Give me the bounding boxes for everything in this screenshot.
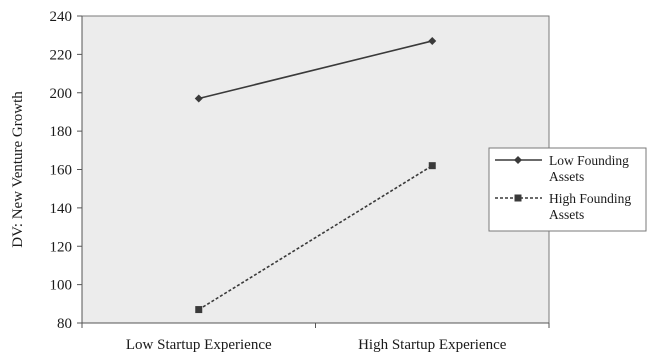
- data-point: [194, 94, 203, 103]
- y-tick-label: 200: [50, 86, 73, 102]
- legend-label: Low Founding Assets: [549, 153, 629, 184]
- y-tick-label: 240: [50, 9, 73, 25]
- series-line: [198, 40, 433, 100]
- x-category-label: Low Startup Experience: [126, 337, 272, 353]
- y-tick-label: 100: [50, 278, 73, 294]
- legend-marker: [514, 194, 522, 202]
- data-point: [428, 162, 436, 170]
- legend-marker: [514, 156, 522, 164]
- legend-entry: Low Founding Assets: [495, 153, 629, 184]
- y-axis: 80 100 120 140 160 180 200 220 240: [50, 9, 83, 332]
- y-tick-label: 120: [50, 239, 73, 255]
- data-point: [428, 36, 437, 45]
- y-tick-label: 180: [50, 124, 73, 140]
- y-tick-label: 220: [50, 47, 73, 63]
- y-axis-title: DV: New Venture Growth: [10, 91, 26, 248]
- plot-area: [81, 15, 550, 324]
- legend-label-line: High Founding: [549, 191, 631, 206]
- x-axis: Low Startup Experience High Startup Exper…: [81, 322, 550, 353]
- legend-label-line: Assets: [549, 207, 584, 222]
- legend-label-line: Assets: [549, 169, 584, 184]
- y-tick-label: 140: [50, 201, 73, 217]
- series-2: [195, 162, 436, 314]
- series-1: [194, 36, 437, 103]
- legend-label: High Founding Assets: [549, 191, 631, 222]
- series-line: [198, 164, 433, 311]
- legend-box: [488, 147, 647, 232]
- x-category-label: High Startup Experience: [358, 337, 507, 353]
- y-tick-label: 80: [57, 316, 72, 332]
- legend-label-line: Low Founding: [549, 153, 629, 168]
- data-point: [195, 306, 203, 314]
- y-tick-label: 160: [50, 163, 73, 179]
- legend-entry: High Founding Assets: [495, 191, 631, 222]
- series-layer: [194, 36, 437, 314]
